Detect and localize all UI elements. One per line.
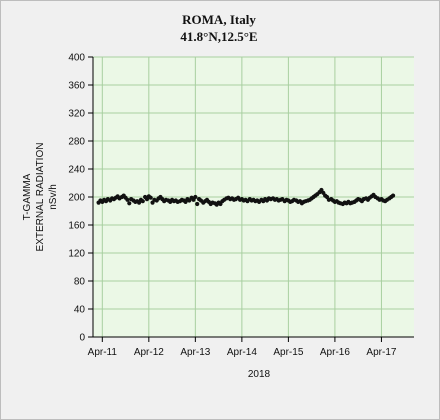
y-tick-label: 360 bbox=[68, 81, 85, 92]
data-point bbox=[148, 195, 153, 200]
y-axis-label-line-3: nSv/h bbox=[48, 184, 59, 210]
x-tick-label: Apr-16 bbox=[320, 347, 350, 358]
chart-subtitle: 41.8°N,12.5°E bbox=[180, 29, 257, 44]
data-point bbox=[390, 193, 396, 198]
x-tick-label: Apr-11 bbox=[88, 347, 118, 358]
data-point bbox=[125, 197, 130, 202]
y-tick-label: 200 bbox=[68, 193, 85, 204]
data-point bbox=[193, 194, 198, 200]
y-tick-label: 40 bbox=[74, 305, 86, 316]
y-tick-label: 280 bbox=[68, 137, 85, 148]
x-axis-label: 2018 bbox=[248, 369, 271, 380]
y-tick-label: 80 bbox=[74, 277, 86, 288]
chart-title: ROMA, Italy bbox=[182, 12, 256, 27]
x-tick-label: Apr-12 bbox=[134, 347, 164, 358]
axes bbox=[88, 56, 414, 342]
y-tick-label: 0 bbox=[79, 333, 85, 344]
y-axis-label-line-2: EXTERNAL RADIATION bbox=[35, 143, 46, 252]
data-point bbox=[187, 198, 192, 203]
x-tick-labels: Apr-11 Apr-12 Apr-13 Apr-14 Apr-15 Apr-16 Apr-… bbox=[88, 347, 397, 358]
y-tick-label: 120 bbox=[68, 249, 85, 260]
y-axis-label-line-1: T-GAMMA bbox=[22, 173, 33, 220]
y-tick-labels: 0 40 80 120 160 200 240 280 320 360 400 bbox=[68, 53, 85, 344]
y-tick-label: 160 bbox=[68, 221, 85, 232]
y-tick-label: 400 bbox=[68, 53, 85, 64]
x-tick-label: Apr-14 bbox=[227, 347, 257, 358]
y-axis-label: T-GAMMA EXTERNAL RADIATION nSv/h bbox=[22, 143, 59, 252]
data-points bbox=[96, 187, 396, 207]
data-point bbox=[195, 201, 200, 207]
data-point bbox=[140, 199, 145, 204]
x-tick-label: Apr-15 bbox=[273, 347, 303, 358]
y-tick-label: 240 bbox=[68, 165, 85, 176]
y-tick-label: 320 bbox=[68, 109, 85, 120]
x-tick-label: Apr-13 bbox=[180, 347, 210, 358]
data-point bbox=[127, 201, 132, 206]
x-tick-label: Apr-17 bbox=[366, 347, 396, 358]
